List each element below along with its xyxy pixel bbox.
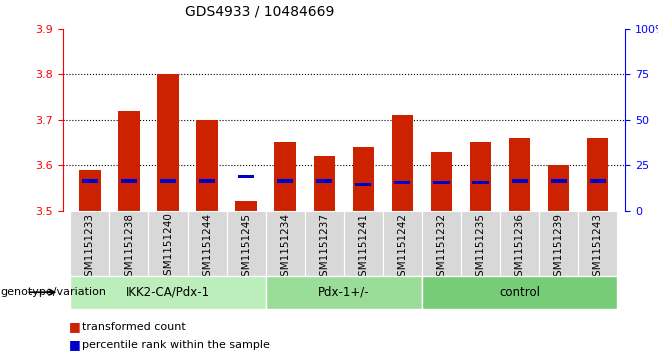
Bar <box>316 179 332 183</box>
Bar <box>470 143 492 211</box>
Text: GSM1151243: GSM1151243 <box>593 212 603 282</box>
Bar <box>226 211 266 276</box>
Bar <box>539 211 578 276</box>
Bar <box>118 111 139 211</box>
Bar <box>277 179 293 183</box>
Bar <box>511 179 528 183</box>
Bar <box>70 211 109 276</box>
Bar <box>82 179 98 183</box>
Text: transformed count: transformed count <box>82 322 186 332</box>
Bar <box>238 175 254 178</box>
Bar <box>199 179 215 183</box>
Text: GSM1151242: GSM1151242 <box>397 212 407 282</box>
Text: GSM1151236: GSM1151236 <box>515 212 524 282</box>
Bar <box>149 211 188 276</box>
Text: GSM1151241: GSM1151241 <box>359 212 368 282</box>
Bar <box>548 165 569 211</box>
Bar <box>343 211 383 276</box>
Bar <box>313 156 335 211</box>
Bar <box>509 138 530 211</box>
Bar <box>500 211 539 276</box>
Text: GSM1151238: GSM1151238 <box>124 212 134 282</box>
Bar <box>551 179 567 183</box>
Bar <box>472 181 489 184</box>
Bar <box>121 179 137 183</box>
Bar <box>422 211 461 276</box>
Text: GSM1151232: GSM1151232 <box>436 212 447 282</box>
Text: ■: ■ <box>69 320 81 333</box>
Text: percentile rank within the sample: percentile rank within the sample <box>82 340 270 350</box>
Bar <box>188 211 226 276</box>
Bar <box>353 147 374 211</box>
Text: genotype/variation: genotype/variation <box>0 287 106 297</box>
Text: GSM1151237: GSM1151237 <box>319 212 329 282</box>
Bar <box>70 276 266 309</box>
Bar <box>355 183 371 187</box>
Bar <box>109 211 149 276</box>
Text: GSM1151234: GSM1151234 <box>280 212 290 282</box>
Bar <box>383 211 422 276</box>
Bar <box>461 211 500 276</box>
Text: GSM1151233: GSM1151233 <box>85 212 95 282</box>
Bar <box>305 211 344 276</box>
Bar <box>392 115 413 211</box>
Bar <box>266 211 305 276</box>
Bar <box>431 152 452 211</box>
Bar <box>578 211 617 276</box>
Text: control: control <box>499 286 540 299</box>
Bar <box>266 276 422 309</box>
Text: ■: ■ <box>69 338 81 351</box>
Bar <box>274 143 296 211</box>
Bar <box>79 170 101 211</box>
Bar <box>434 181 449 184</box>
Bar <box>422 276 617 309</box>
Bar <box>157 74 179 211</box>
Bar <box>590 179 606 183</box>
Text: GDS4933 / 10484669: GDS4933 / 10484669 <box>185 4 334 18</box>
Text: GSM1151240: GSM1151240 <box>163 212 173 282</box>
Bar <box>196 120 218 211</box>
Text: IKK2-CA/Pdx-1: IKK2-CA/Pdx-1 <box>126 286 210 299</box>
Bar <box>160 179 176 183</box>
Text: Pdx-1+/-: Pdx-1+/- <box>318 286 370 299</box>
Text: GSM1151245: GSM1151245 <box>241 212 251 282</box>
Text: GSM1151244: GSM1151244 <box>202 212 212 282</box>
Bar <box>236 201 257 211</box>
Text: GSM1151239: GSM1151239 <box>553 212 564 282</box>
Text: GSM1151235: GSM1151235 <box>476 212 486 282</box>
Bar <box>394 181 411 184</box>
Bar <box>587 138 609 211</box>
